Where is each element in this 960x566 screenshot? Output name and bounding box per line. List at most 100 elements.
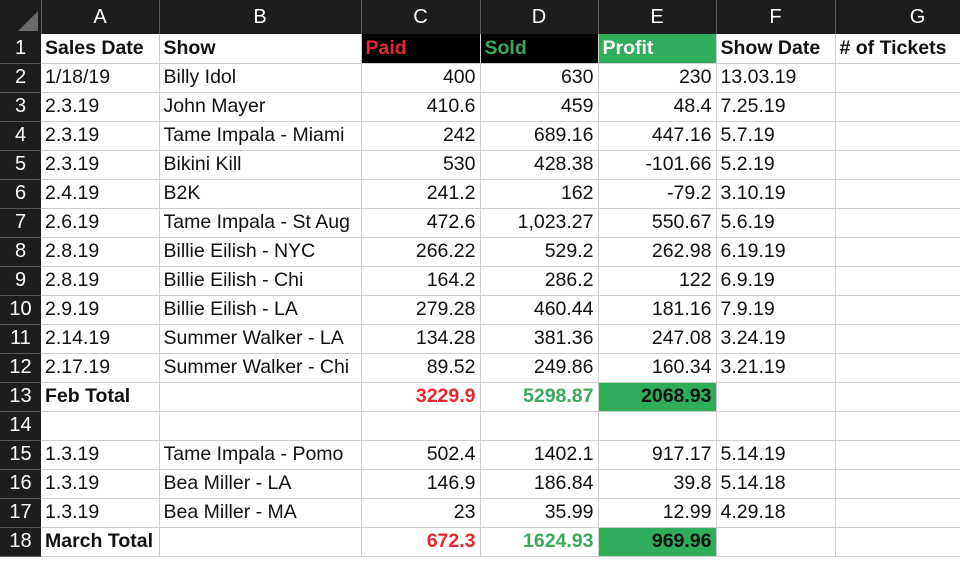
row-number-1[interactable]: 1 [0, 34, 41, 64]
cell-sales-date[interactable]: March Total [41, 527, 160, 557]
cell-sales-date[interactable]: 1.3.19 [41, 469, 160, 499]
cell-paid[interactable]: 3229.9 [361, 382, 481, 412]
cell-tickets[interactable]: 5 [835, 469, 960, 499]
cell-show-date[interactable]: 3.21.19 [716, 353, 836, 383]
cell-show-date[interactable]: 7.9.19 [716, 295, 836, 325]
column-header-b[interactable]: B [159, 0, 362, 34]
cell-paid[interactable]: 400 [361, 63, 481, 93]
cell-show[interactable] [159, 527, 362, 557]
cell-show[interactable]: Tame Impala - Pomo [159, 440, 362, 470]
row-number[interactable]: 16 [0, 469, 41, 499]
cell-sales-date[interactable]: 2.14.19 [41, 324, 160, 354]
row-number[interactable]: 11 [0, 324, 41, 354]
cell-sales-date[interactable]: 1.3.19 [41, 498, 160, 528]
cell-profit[interactable]: 39.8 [598, 469, 717, 499]
cell-sold[interactable]: 1402.1 [480, 440, 599, 470]
row-number[interactable]: 17 [0, 498, 41, 528]
cell-tickets[interactable] [835, 527, 960, 557]
cell-paid[interactable]: 672.3 [361, 527, 481, 557]
column-header-d[interactable]: D [480, 0, 599, 34]
cell-show[interactable]: Billy Idol [159, 63, 362, 93]
cell-paid[interactable]: 241.2 [361, 179, 481, 209]
cell-tickets[interactable] [835, 411, 960, 441]
cell-tickets[interactable]: 8 [835, 440, 960, 470]
cell-sold[interactable]: 630 [480, 63, 599, 93]
cell-show-date[interactable]: 6.19.19 [716, 237, 836, 267]
cell-show[interactable]: Billie Eilish - LA [159, 295, 362, 325]
cell-sales-date[interactable]: 1.3.19 [41, 440, 160, 470]
cell-paid[interactable]: 89.52 [361, 353, 481, 383]
header-cell-show[interactable]: Show [159, 34, 362, 64]
cell-sales-date[interactable]: 2.4.19 [41, 179, 160, 209]
cell-show[interactable]: Bikini Kill [159, 150, 362, 180]
cell-show-date[interactable] [716, 411, 836, 441]
cell-show[interactable]: Bea Miller - LA [159, 469, 362, 499]
row-number[interactable]: 7 [0, 208, 41, 238]
select-all-corner[interactable] [0, 0, 42, 34]
cell-sold[interactable]: 249.86 [480, 353, 599, 383]
header-cell-profit[interactable]: Profit [598, 34, 717, 64]
cell-paid[interactable]: 266.22 [361, 237, 481, 267]
cell-show-date[interactable]: 6.9.19 [716, 266, 836, 296]
cell-sold[interactable]: 529.2 [480, 237, 599, 267]
cell-tickets[interactable]: 4 [835, 63, 960, 93]
cell-paid[interactable]: 530 [361, 150, 481, 180]
cell-sales-date[interactable]: 2.6.19 [41, 208, 160, 238]
cell-show[interactable]: Tame Impala - St Aug [159, 208, 362, 238]
cell-show-date[interactable]: 3.24.19 [716, 324, 836, 354]
cell-sales-date[interactable]: 2.8.19 [41, 266, 160, 296]
cell-sales-date[interactable]: 2.3.19 [41, 92, 160, 122]
cell-paid[interactable]: 23 [361, 498, 481, 528]
cell-show[interactable] [159, 382, 362, 412]
row-number[interactable]: 3 [0, 92, 41, 122]
cell-show-date[interactable]: 4.29.18 [716, 498, 836, 528]
cell-sold[interactable]: 162 [480, 179, 599, 209]
cell-tickets[interactable]: 6 [835, 324, 960, 354]
column-header-c[interactable]: C [361, 0, 481, 34]
row-number[interactable]: 13 [0, 382, 41, 412]
cell-sold[interactable]: 35.99 [480, 498, 599, 528]
cell-profit[interactable]: 247.08 [598, 324, 717, 354]
cell-show-date[interactable]: 13.03.19 [716, 63, 836, 93]
cell-sold[interactable]: 286.2 [480, 266, 599, 296]
cell-profit[interactable]: 969.96 [598, 527, 717, 557]
cell-sold[interactable]: 186.84 [480, 469, 599, 499]
cell-paid[interactable]: 279.28 [361, 295, 481, 325]
row-number[interactable]: 5 [0, 150, 41, 180]
row-number[interactable]: 9 [0, 266, 41, 296]
cell-sales-date[interactable]: 2.9.19 [41, 295, 160, 325]
cell-show[interactable]: Bea Miller - MA [159, 498, 362, 528]
cell-sales-date[interactable]: 2.3.19 [41, 150, 160, 180]
cell-show[interactable]: Summer Walker - LA [159, 324, 362, 354]
cell-paid[interactable] [361, 411, 481, 441]
cell-sold[interactable]: 1,023.27 [480, 208, 599, 238]
cell-profit[interactable]: -101.66 [598, 150, 717, 180]
cell-tickets[interactable]: 2 [835, 179, 960, 209]
cell-show-date[interactable] [716, 527, 836, 557]
row-number[interactable]: 6 [0, 179, 41, 209]
cell-show-date[interactable]: 5.7.19 [716, 121, 836, 151]
cell-paid[interactable]: 502.4 [361, 440, 481, 470]
cell-show-date[interactable]: 5.2.19 [716, 150, 836, 180]
cell-show[interactable]: Billie Eilish - Chi [159, 266, 362, 296]
cell-paid[interactable]: 164.2 [361, 266, 481, 296]
row-number[interactable]: 12 [0, 353, 41, 383]
cell-sold[interactable]: 459 [480, 92, 599, 122]
header-cell-sold[interactable]: Sold [480, 34, 599, 64]
cell-sold[interactable] [480, 411, 599, 441]
cell-profit[interactable]: -79.2 [598, 179, 717, 209]
cell-profit[interactable]: 181.16 [598, 295, 717, 325]
column-header-e[interactable]: E [598, 0, 717, 34]
cell-tickets[interactable]: 4 [835, 353, 960, 383]
cell-tickets[interactable]: 6 [835, 208, 960, 238]
cell-show-date[interactable] [716, 382, 836, 412]
row-number[interactable]: 10 [0, 295, 41, 325]
cell-sales-date[interactable]: 2.8.19 [41, 237, 160, 267]
cell-show[interactable]: Tame Impala - Miami [159, 121, 362, 151]
column-header-f[interactable]: F [716, 0, 836, 34]
cell-show-date[interactable]: 3.10.19 [716, 179, 836, 209]
cell-show[interactable]: B2K [159, 179, 362, 209]
cell-paid[interactable]: 134.28 [361, 324, 481, 354]
cell-paid[interactable]: 410.6 [361, 92, 481, 122]
cell-sales-date[interactable]: 2.17.19 [41, 353, 160, 383]
